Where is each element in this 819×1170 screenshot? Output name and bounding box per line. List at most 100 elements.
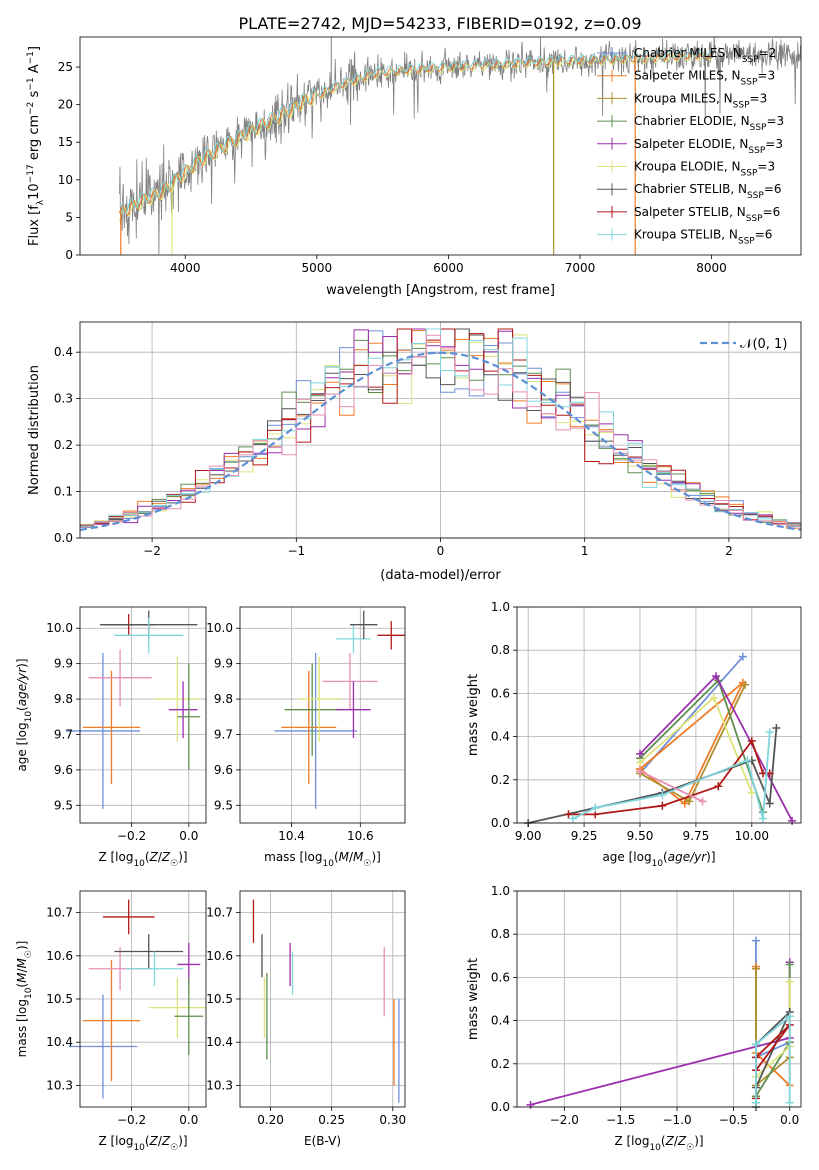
y-tick-label: 0.8 bbox=[491, 643, 510, 657]
x-axis-label: wavelength [Angstrom, rest frame] bbox=[326, 283, 555, 298]
label-part: Z bbox=[149, 1134, 159, 1148]
label-part: ] bbox=[27, 46, 42, 51]
label-part: / bbox=[349, 850, 354, 864]
y-tick-label: 10.5 bbox=[46, 992, 73, 1006]
legend-label: Kroupa STELIB, NSSP=6 bbox=[634, 228, 772, 247]
mass-vs-metallicity-panel: −0.2 0.010.310.410.510.610.7Z [log10(Z/Z☉… bbox=[15, 890, 207, 1153]
y-tick-label: 10.0 bbox=[206, 621, 233, 635]
y-tick-label: 1.0 bbox=[491, 884, 510, 898]
weight-point-marker bbox=[765, 799, 774, 808]
weight-point-marker bbox=[788, 816, 797, 825]
y-tick-label: 20 bbox=[58, 98, 73, 112]
x-tick-label: 0.0 bbox=[780, 1113, 799, 1127]
label-part: / bbox=[674, 1134, 679, 1148]
label-part: Z [log bbox=[98, 850, 133, 864]
label-part: ( bbox=[663, 850, 668, 864]
label-part: 10 bbox=[27, 183, 42, 200]
label-part: 10 bbox=[322, 859, 334, 869]
spectrum-lines bbox=[119, 37, 801, 255]
label-part: ( bbox=[145, 1134, 150, 1148]
x-tick-label: 9.00 bbox=[515, 829, 542, 843]
x-tick-label: 0 bbox=[437, 544, 445, 558]
y-tick-label: 9.5 bbox=[214, 798, 233, 812]
axes-frame bbox=[516, 606, 802, 824]
label-part: M bbox=[339, 850, 350, 864]
weight-point-marker bbox=[758, 814, 767, 823]
age-vs-metallicity-panel: −0.2 0.09.59.69.79.89.910.0Z [log10(Z/Z☉)… bbox=[15, 606, 207, 869]
y-axis-label: mass [log10(M/M☉)] bbox=[15, 941, 34, 1058]
label-part: )] bbox=[15, 658, 29, 667]
label-part: ( bbox=[661, 1134, 666, 1148]
x-axis-label: age [log10(age/yr)] bbox=[602, 850, 715, 869]
label-part: =2 bbox=[759, 46, 777, 60]
y-axis-label: age [log10(age/yr)] bbox=[15, 658, 34, 771]
label-part: ( bbox=[15, 983, 29, 988]
label-part: / bbox=[158, 850, 163, 864]
y-tick-label: 0.8 bbox=[491, 927, 510, 941]
weight-series-line bbox=[639, 770, 703, 803]
label-part: =3 bbox=[757, 160, 775, 174]
x-tick-label: 0.0 bbox=[179, 829, 198, 843]
x-tick-label: 2 bbox=[725, 544, 733, 558]
weight-point-marker bbox=[568, 814, 577, 823]
label-part: Z bbox=[149, 850, 159, 864]
y-tick-label: 10 bbox=[58, 173, 73, 187]
label-part: / bbox=[158, 1134, 163, 1148]
y-tick-label: 9.6 bbox=[54, 763, 73, 777]
weight-point-marker bbox=[635, 767, 644, 776]
weight-point-marker bbox=[751, 936, 760, 945]
x-tick-label: −1.5 bbox=[606, 1113, 635, 1127]
weight-point-marker bbox=[751, 964, 760, 973]
x-tick-label: 0.25 bbox=[318, 1113, 345, 1127]
label-part: A bbox=[27, 64, 42, 77]
spectrum-panel: 4000 5000 6000 7000 8000 0 5 10 15 20 25 wavelength… bbox=[26, 36, 802, 298]
y-tick-label: 0.6 bbox=[491, 970, 510, 984]
label-part: SSP bbox=[741, 78, 758, 88]
weight-point-marker bbox=[785, 1098, 794, 1107]
label-part: Salpeter STELIB, N bbox=[634, 205, 746, 219]
label-part: Salpeter ELODIE, N bbox=[634, 137, 748, 151]
label-part: =6 bbox=[763, 205, 781, 219]
y-tick-label: 0.2 bbox=[491, 1057, 510, 1071]
y-tick-label: 0.3 bbox=[54, 392, 73, 406]
legend-label: Chabrier ELODIE, NSSP=3 bbox=[634, 114, 784, 133]
label-part: / bbox=[15, 968, 29, 973]
y-tick-label: 0.4 bbox=[491, 1014, 510, 1028]
label-part: =3 bbox=[765, 137, 783, 151]
x-tick-label: −0.2 bbox=[117, 1113, 146, 1127]
y-axis-label: Normed distribution bbox=[27, 365, 42, 495]
label-part: age/yr bbox=[668, 850, 707, 864]
label-part: )] bbox=[15, 941, 29, 950]
weight-point-marker bbox=[765, 728, 774, 737]
label-part: ( bbox=[15, 706, 29, 711]
y-tick-label: 9.8 bbox=[54, 692, 73, 706]
y-tick-label: 9.6 bbox=[214, 763, 233, 777]
x-tick-label: 10.6 bbox=[347, 829, 374, 843]
legend-label: Chabrier STELIB, NSSP=6 bbox=[634, 182, 782, 201]
label-part: =6 bbox=[755, 228, 773, 242]
y-tick-label: 10.0 bbox=[46, 621, 73, 635]
y-axis-label: Flux [fλ10−17 erg cm−2 s−1 A−1] bbox=[26, 46, 46, 246]
y-tick-label: 10.5 bbox=[206, 992, 233, 1006]
normal-curve bbox=[79, 351, 802, 531]
label-part: 10 bbox=[133, 1143, 145, 1153]
residuals-panel: −2 −1 0 1 2 0.0 0.1 0.2 0.3 0.4 (data-model)/error… bbox=[27, 321, 802, 583]
label-part: λ bbox=[36, 199, 46, 205]
x-axis-label: Z [log10(Z/Z☉)] bbox=[98, 1134, 187, 1153]
residual-histogram bbox=[80, 328, 801, 526]
label-part: SSP bbox=[748, 146, 765, 156]
label-part: −1 bbox=[26, 51, 36, 64]
label-part: mass [log bbox=[264, 850, 322, 864]
y-tick-label: 0.6 bbox=[491, 686, 510, 700]
label-part: =3 bbox=[766, 114, 784, 128]
weight-point-marker bbox=[751, 1040, 760, 1049]
label-part: SSP bbox=[742, 55, 759, 65]
label-part: −17 bbox=[26, 164, 36, 183]
label-part: SSP bbox=[738, 237, 755, 247]
label-part: ☉ bbox=[170, 1143, 178, 1153]
x-tick-label: 10.4 bbox=[278, 829, 305, 843]
weight-point-marker bbox=[658, 790, 667, 799]
label-part: 10 bbox=[649, 1143, 661, 1153]
residual-histogram bbox=[80, 328, 801, 528]
label-part: )] bbox=[706, 850, 715, 864]
